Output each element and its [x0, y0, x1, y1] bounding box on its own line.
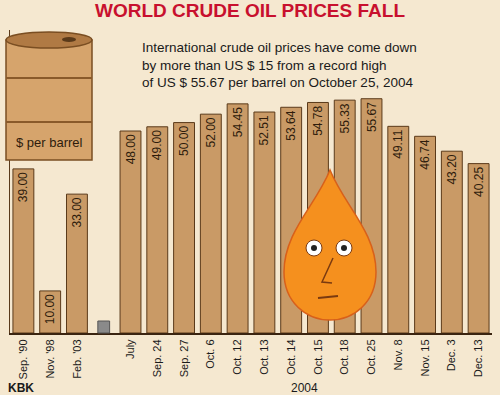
svg-text:39.00: 39.00 [16, 172, 30, 202]
svg-text:10.00: 10.00 [43, 294, 57, 324]
svg-text:Dec. 3: Dec. 3 [445, 339, 457, 371]
svg-text:Oct. 13: Oct. 13 [258, 339, 270, 374]
svg-text:2004: 2004 [291, 381, 318, 395]
svg-text:49.00: 49.00 [150, 130, 164, 160]
svg-text:46.74: 46.74 [418, 139, 432, 169]
svg-text:54.45: 54.45 [231, 107, 245, 137]
svg-text:53.64: 53.64 [284, 110, 298, 140]
svg-text:48.00: 48.00 [124, 134, 138, 164]
svg-text:50.00: 50.00 [177, 126, 191, 156]
svg-text:Dec. 13: Dec. 13 [472, 339, 484, 377]
svg-text:54.78: 54.78 [311, 105, 325, 135]
svg-text:52.00: 52.00 [204, 117, 218, 147]
svg-text:49.11: 49.11 [391, 129, 405, 158]
svg-text:Oct. 12: Oct. 12 [231, 339, 243, 374]
svg-text:Sep. '90: Sep. '90 [17, 339, 29, 379]
svg-text:Sep. 24: Sep. 24 [151, 339, 163, 377]
svg-text:55.67: 55.67 [365, 102, 379, 132]
svg-text:40.25: 40.25 [472, 167, 486, 197]
svg-text:Nov. 15: Nov. 15 [419, 339, 431, 376]
svg-text:$ per barrel: $ per barrel [16, 135, 83, 150]
svg-text:International crude oil prices: International crude oil prices have come… [142, 40, 417, 90]
svg-text:Feb. '03: Feb. '03 [71, 339, 83, 378]
svg-text:Oct. 14: Oct. 14 [285, 339, 297, 374]
svg-text:KBK: KBK [8, 381, 34, 395]
svg-text:Oct. 15: Oct. 15 [312, 339, 324, 374]
svg-text:Oct. 18: Oct. 18 [338, 339, 350, 374]
svg-text:Nov. 8: Nov. 8 [392, 339, 404, 370]
svg-text:52.51: 52.51 [257, 115, 271, 145]
svg-text:July: July [124, 339, 136, 359]
svg-text:Nov. '98: Nov. '98 [44, 339, 56, 378]
svg-text:Oct. 6: Oct. 6 [204, 339, 216, 368]
svg-text:WORLD CRUDE OIL PRICES FALL: WORLD CRUDE OIL PRICES FALL [95, 0, 405, 21]
svg-text:Sep. 27: Sep. 27 [178, 339, 190, 377]
svg-text:Oct. 25: Oct. 25 [365, 339, 377, 374]
svg-text:43.20: 43.20 [445, 154, 459, 184]
svg-text:33.00: 33.00 [70, 197, 84, 227]
svg-text:55.33: 55.33 [338, 103, 352, 133]
